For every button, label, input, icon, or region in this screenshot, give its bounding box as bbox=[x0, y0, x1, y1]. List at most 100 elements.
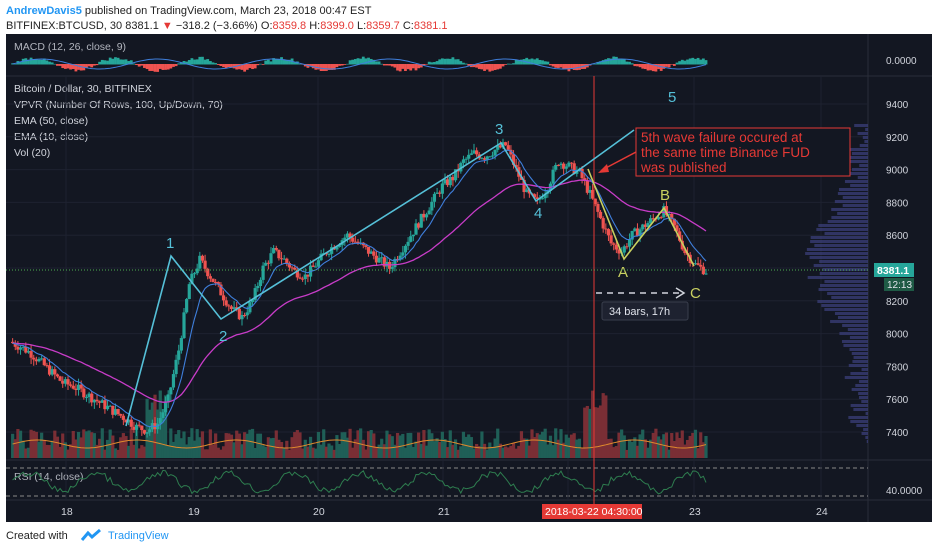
profile-bar bbox=[819, 272, 868, 275]
volume-bar bbox=[469, 437, 473, 458]
macd-bar bbox=[396, 64, 399, 71]
profile-bar bbox=[844, 376, 868, 379]
candle-body bbox=[16, 346, 20, 350]
macd-bar bbox=[335, 64, 339, 68]
macd-bar bbox=[504, 64, 508, 65]
candle-body bbox=[314, 266, 318, 268]
volume-bar bbox=[74, 439, 78, 458]
macd-line bbox=[12, 58, 707, 70]
candle-body bbox=[438, 192, 442, 194]
candle-body bbox=[311, 265, 315, 267]
volume-bar bbox=[382, 444, 386, 458]
volume-bar bbox=[519, 431, 524, 458]
candle-body bbox=[21, 346, 25, 348]
candle-body bbox=[163, 402, 168, 413]
chart-svg[interactable]: MACD (12, 26, close, 9) 0.0000 Bitcoin /… bbox=[6, 34, 932, 522]
volume-bar bbox=[696, 448, 700, 458]
macd-bar bbox=[575, 64, 579, 71]
profile-bar bbox=[837, 192, 868, 195]
candle-body bbox=[229, 306, 234, 310]
time-tick-label: 21 bbox=[438, 506, 450, 518]
macd-bar bbox=[264, 60, 268, 65]
profile-bar bbox=[851, 152, 868, 155]
volume-bar bbox=[166, 445, 170, 458]
candle-body bbox=[511, 154, 516, 165]
macd-bar bbox=[240, 64, 244, 70]
macd-bar bbox=[538, 59, 542, 65]
candle-body bbox=[279, 258, 284, 260]
macd-bar bbox=[435, 61, 439, 65]
volume-bar bbox=[345, 437, 350, 458]
macd-bar bbox=[472, 64, 476, 68]
macd-bar bbox=[106, 60, 109, 65]
candle-body bbox=[422, 213, 426, 218]
macd-bar bbox=[98, 61, 102, 65]
volume-bar bbox=[208, 429, 212, 458]
macd-bar bbox=[343, 64, 347, 65]
volume-bar bbox=[514, 448, 518, 458]
range-arrow-icon bbox=[675, 287, 686, 299]
volume-bar bbox=[683, 444, 687, 458]
candle-body bbox=[488, 156, 492, 158]
macd-bar bbox=[34, 58, 38, 65]
volume-bar bbox=[269, 438, 273, 458]
volume-bar bbox=[459, 446, 463, 458]
candle-body bbox=[591, 189, 595, 199]
candle-body bbox=[227, 305, 231, 307]
annotation-callout[interactable]: 5th wave failure occured at the same tim… bbox=[598, 127, 851, 177]
profile-bar bbox=[837, 316, 868, 319]
macd-bar bbox=[227, 64, 231, 68]
volume-bar bbox=[340, 432, 344, 458]
volume-bar bbox=[535, 433, 539, 458]
candle-body bbox=[47, 365, 52, 375]
profile-bar bbox=[806, 248, 868, 251]
candle-body bbox=[504, 142, 508, 146]
volume-bar bbox=[614, 446, 618, 458]
volume-bar bbox=[119, 437, 123, 458]
volume-bar bbox=[248, 429, 252, 458]
profile-bar bbox=[824, 280, 868, 283]
volume-bar bbox=[303, 439, 307, 458]
volume-bar bbox=[453, 439, 458, 458]
profile-bar bbox=[819, 260, 868, 263]
volume-bar bbox=[517, 445, 521, 458]
profile-bar bbox=[847, 328, 868, 331]
macd-bar bbox=[303, 64, 307, 67]
macd-bar bbox=[506, 63, 510, 65]
volume-bar bbox=[601, 393, 605, 458]
candle-body bbox=[588, 189, 592, 193]
candle-body bbox=[604, 228, 608, 230]
volume-bar bbox=[551, 445, 555, 458]
profile-bar bbox=[824, 308, 868, 311]
macd-bar bbox=[665, 64, 668, 67]
volume-bar bbox=[699, 432, 703, 458]
macd-bar bbox=[551, 64, 555, 67]
volume-bar bbox=[664, 432, 669, 458]
macd-bar bbox=[253, 64, 257, 69]
candle-body bbox=[127, 419, 131, 423]
macd-bar bbox=[411, 64, 415, 69]
rsi-line bbox=[12, 469, 707, 495]
profile-bar bbox=[853, 408, 868, 411]
volume-bar bbox=[435, 438, 439, 458]
volume-bar bbox=[496, 428, 500, 458]
macd-bar bbox=[694, 58, 697, 65]
volume-bar bbox=[530, 429, 534, 458]
indicator-vol: Vol (20) bbox=[14, 147, 50, 159]
candle-body bbox=[179, 338, 183, 351]
macd-bar bbox=[79, 64, 83, 71]
candle-body bbox=[335, 246, 339, 250]
macd-bar bbox=[562, 64, 566, 69]
volume-bar bbox=[477, 446, 481, 458]
volume-bar bbox=[641, 429, 645, 458]
candle-body bbox=[316, 260, 321, 267]
chart-panel[interactable]: MACD (12, 26, close, 9) 0.0000 Bitcoin /… bbox=[6, 34, 932, 522]
macd-bar bbox=[398, 64, 402, 72]
macd-bar bbox=[404, 64, 407, 71]
tradingview-brand[interactable]: TradingView bbox=[108, 530, 169, 542]
macd-bar bbox=[549, 64, 552, 66]
volume-bar bbox=[651, 432, 655, 458]
author-link[interactable]: AndrewDavis5 bbox=[6, 5, 82, 17]
profile-bar bbox=[843, 344, 868, 347]
volume-bar bbox=[261, 445, 265, 458]
